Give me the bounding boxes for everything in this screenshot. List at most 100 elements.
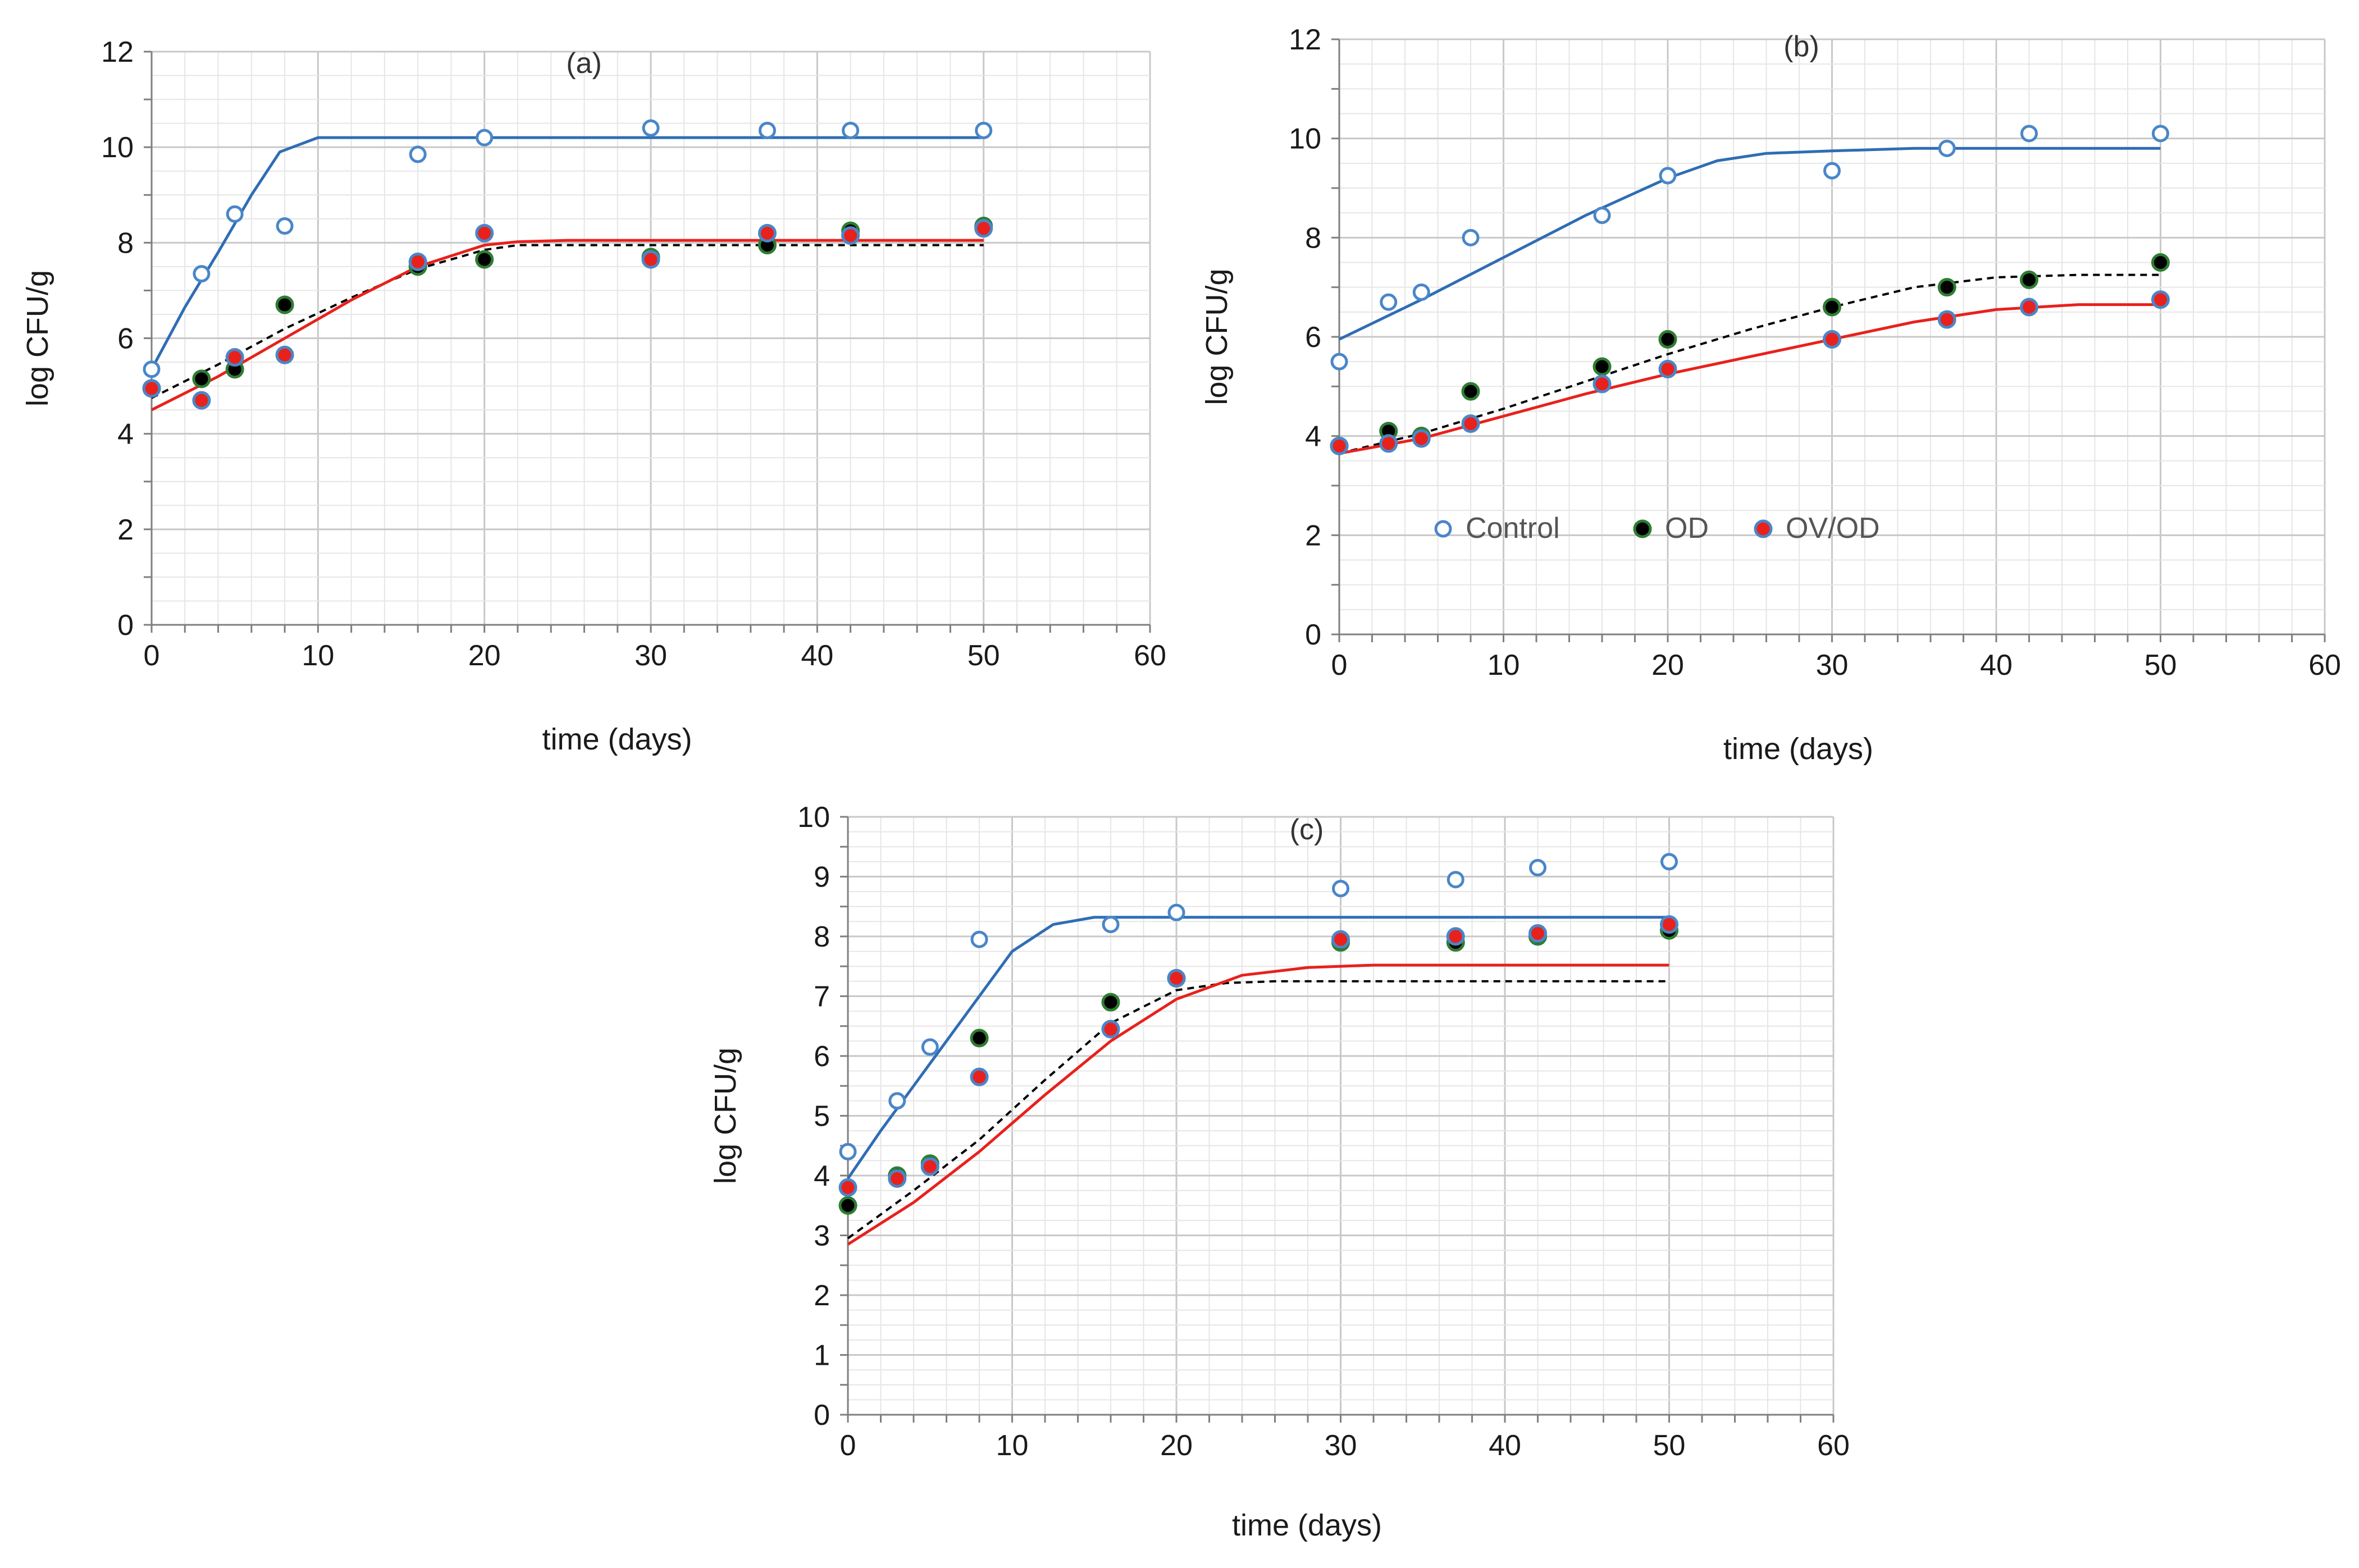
chart-b-od-point-6 [1823, 298, 1841, 317]
chart-c-ovod-fit-line [847, 963, 1669, 1246]
chart-c-ovod-point-1 [888, 1169, 907, 1188]
chart-b-ovod-point-6 [1823, 330, 1841, 349]
panel-b: 0 10 20 30 40 50 60 0 2 4 6 8 10 12 time (days) log CFU… [1200, 24, 2341, 766]
chart-c-title: (c) [1290, 813, 1324, 846]
chart-a-open-point-1 [193, 265, 211, 283]
chart-b-open-point-9 [2152, 125, 2169, 143]
chart-a-od-point-3 [275, 295, 294, 314]
chart-a-title: (a) [566, 47, 602, 80]
chart-c-x-tick-label: 30 [1325, 1429, 1357, 1462]
chart-b-ovod-point-1 [1379, 434, 1398, 453]
chart-b-series-open [1330, 125, 2169, 371]
chart-c-y-tick-label: 2 [814, 1279, 830, 1312]
chart-b-ovod-point-9 [2151, 290, 2170, 309]
chart-c-series-open [839, 853, 1678, 1160]
chart-b-y-axis-title: log CFU/g [1200, 268, 1234, 405]
chart-a-ovod-point-0 [142, 379, 161, 398]
chart-a-x-tick-label: 60 [1134, 639, 1166, 672]
chart-a-open-point-3 [276, 217, 294, 235]
chart-b-y-tick-label: 12 [1289, 24, 1321, 56]
chart-a-x-tick-label: 20 [468, 639, 501, 672]
chart-b-series-ovod [1330, 290, 2170, 455]
chart-a-x-tick-label: 40 [801, 639, 833, 672]
chart-b-y-tick-label: 2 [1305, 519, 1321, 552]
legend-od-label: OD [1665, 512, 1709, 545]
chart-b-open-point-5 [1659, 167, 1677, 185]
chart-b-od-point-8 [2020, 270, 2038, 289]
chart-c-open-point-5 [1167, 903, 1185, 921]
chart-b-open-point-4 [1593, 207, 1611, 225]
chart-c-y-tick-label: 8 [814, 921, 830, 953]
chart-b-ovod-point-8 [2020, 298, 2038, 317]
chart-b-open-point-2 [1412, 284, 1430, 301]
chart-a-open-point-2 [226, 205, 244, 223]
chart-c-od-point-0 [838, 1196, 857, 1215]
chart-c-ovod-point-5 [1167, 969, 1186, 988]
chart-c-x-axis-title: time (days) [1232, 1508, 1382, 1542]
chart-a-ovod-point-6 [641, 250, 660, 269]
chart-c-ovod-point-0 [838, 1178, 857, 1197]
legend-control-label: Control [1466, 512, 1560, 545]
chart-a-ovod-point-4 [408, 252, 427, 271]
chart-b-x-axis-title: time (days) [1723, 732, 1873, 766]
chart-a-ovod-point-1 [192, 391, 211, 410]
chart-a-open-point-5 [476, 129, 494, 147]
chart-b-x-tick-label: 10 [1488, 649, 1520, 682]
chart-b-ovod-point-3 [1461, 414, 1480, 433]
chart-b-open-point-8 [2020, 125, 2038, 143]
legend-control-marker-point-0 [1434, 520, 1452, 538]
chart-b-ovod-point-4 [1593, 374, 1612, 394]
panel-a: 0 10 20 30 40 50 60 0 2 4 6 8 10 12 time (days) log CFU… [21, 36, 1166, 756]
chart-c-y-tick-label: 7 [814, 981, 830, 1013]
chart-c-od-fit-line [847, 980, 1669, 1240]
chart-a-ovod-point-3 [275, 345, 294, 364]
chart-c-x-tick-label: 10 [996, 1429, 1029, 1462]
chart-a-od-point-1 [192, 369, 211, 388]
chart-b-x-tick-label: 0 [1331, 649, 1348, 682]
chart-a-open-point-9 [975, 121, 993, 139]
chart-c-open-point-2 [921, 1038, 939, 1056]
chart-b-x-tick-label: 30 [1816, 649, 1849, 682]
chart-b-ovod-point-5 [1658, 359, 1677, 378]
chart-b-x-tick-label: 50 [2144, 649, 2177, 682]
chart-b-open-point-3 [1462, 228, 1480, 246]
chart-c-open-point-4 [1102, 916, 1120, 934]
legend-od-marker-point-0 [1633, 519, 1652, 538]
chart-c-control-fit-line [846, 916, 1669, 1180]
chart-b-open-point-1 [1380, 293, 1398, 311]
chart-b-y-tick-label: 0 [1305, 619, 1321, 651]
chart-c-y-tick-label: 4 [814, 1160, 830, 1192]
chart-a-y-tick-label: 0 [117, 609, 134, 642]
chart-a-y-axis-title: log CFU/g [21, 270, 54, 406]
chart-a-y-tick-label: 2 [117, 514, 134, 546]
chart-a-grid [150, 51, 1151, 626]
chart-b-ovod-point-7 [1937, 310, 1956, 329]
chart-a-ovod-point-8 [841, 226, 860, 245]
chart-a-y-tick-label: 8 [117, 227, 134, 259]
chart-a-y-tick-label: 4 [117, 418, 134, 451]
chart-a-y-tick-label: 12 [101, 36, 134, 68]
chart-c-y-tick-label: 6 [814, 1040, 830, 1073]
chart-c-ovod-point-4 [1101, 1020, 1120, 1039]
chart-b-od-point-9 [2151, 253, 2170, 272]
chart-c-y-tick-label: 1 [814, 1340, 830, 1372]
chart-a-open-point-8 [842, 121, 860, 139]
chart-b-legend: Control OD OV/OD [1434, 512, 1880, 545]
chart-a-ovod-point-2 [225, 348, 244, 367]
chart-c-open-point-0 [839, 1142, 857, 1160]
chart-a-ovod-point-7 [758, 223, 777, 243]
chart-a-x-tick-label: 30 [635, 639, 667, 672]
chart-b-open-point-7 [1938, 139, 1956, 157]
chart-a-ovod-point-9 [974, 219, 993, 238]
panel-c: 0 10 20 30 40 50 60 0 1 2 3 4 5 6 7 8 9 10 time (days) log … [709, 801, 1850, 1542]
chart-c-ovod-point-8 [1528, 924, 1547, 943]
legend-ovod-marker-point-0 [1754, 519, 1773, 538]
legend-ovod-label: OV/OD [1786, 512, 1880, 545]
chart-b-od-point-7 [1937, 278, 1956, 297]
chart-c-open-point-6 [1332, 880, 1349, 898]
chart-c-open-point-7 [1447, 871, 1464, 889]
chart-b-x-tick-label: 60 [2308, 649, 2341, 682]
chart-c-ovod-point-9 [1660, 915, 1678, 934]
chart-b-open-point-0 [1330, 353, 1348, 371]
chart-c-open-point-1 [888, 1092, 906, 1110]
